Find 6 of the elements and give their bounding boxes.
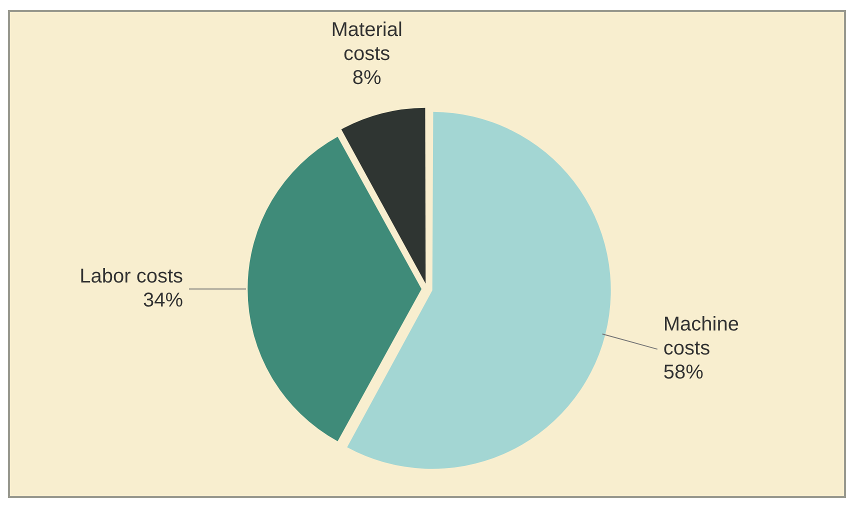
slice-label: Material costs: [331, 19, 402, 66]
data-label: 58%: [663, 362, 704, 384]
data-label: 34%: [142, 290, 184, 312]
slice-label: Labor costs: [80, 266, 183, 288]
data-label: 8%: [352, 67, 382, 90]
slice-label: Machine costs: [663, 314, 740, 360]
